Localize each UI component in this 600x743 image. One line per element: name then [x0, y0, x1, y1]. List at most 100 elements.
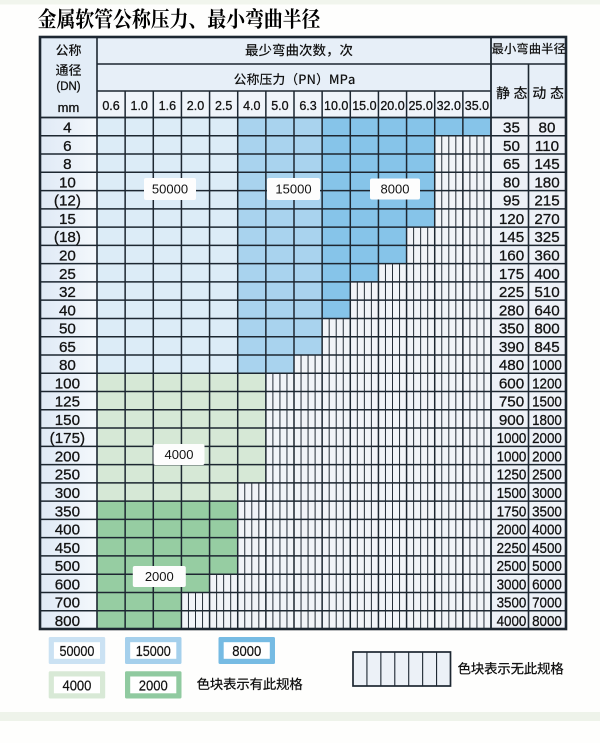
svg-text:400: 400	[55, 522, 80, 539]
svg-text:4: 4	[63, 120, 71, 137]
svg-text:300: 300	[55, 485, 80, 502]
svg-text:2250: 2250	[497, 540, 527, 557]
svg-text:1.6: 1.6	[159, 99, 176, 113]
svg-text:80: 80	[503, 174, 520, 191]
svg-text:750: 750	[499, 394, 524, 411]
svg-text:640: 640	[534, 302, 559, 319]
svg-text:1750: 1750	[497, 503, 527, 520]
svg-text:175: 175	[499, 266, 524, 283]
svg-text:2000: 2000	[139, 677, 168, 694]
svg-text:2000: 2000	[532, 448, 562, 465]
svg-text:1200: 1200	[532, 375, 562, 392]
svg-text:4500: 4500	[532, 540, 562, 557]
svg-text:1000: 1000	[532, 357, 562, 374]
svg-text:80: 80	[59, 357, 76, 374]
svg-text:800: 800	[55, 613, 80, 630]
svg-text:(18): (18)	[54, 229, 81, 246]
svg-text:2.0: 2.0	[187, 99, 204, 113]
svg-text:35.0: 35.0	[465, 99, 489, 113]
svg-text:8000: 8000	[232, 643, 261, 660]
svg-text:390: 390	[499, 339, 524, 356]
svg-text:145: 145	[499, 229, 524, 246]
svg-text:32.0: 32.0	[437, 99, 461, 113]
svg-text:4000: 4000	[62, 677, 91, 694]
svg-text:35: 35	[503, 120, 520, 137]
svg-text:2000: 2000	[145, 569, 174, 584]
svg-text:(DN): (DN)	[56, 81, 80, 93]
svg-text:95: 95	[503, 193, 520, 210]
svg-text:50: 50	[503, 138, 520, 155]
svg-text:200: 200	[55, 448, 80, 465]
svg-text:1800: 1800	[532, 412, 562, 429]
svg-text:125: 125	[55, 394, 80, 411]
svg-text:280: 280	[499, 302, 524, 319]
svg-text:4000: 4000	[165, 447, 194, 462]
svg-text:40: 40	[59, 302, 76, 319]
svg-text:3500: 3500	[532, 503, 562, 520]
svg-text:215: 215	[534, 193, 559, 210]
svg-text:1000: 1000	[497, 448, 527, 465]
svg-text:700: 700	[55, 595, 80, 612]
svg-text:15000: 15000	[275, 182, 311, 197]
svg-text:900: 900	[499, 412, 524, 429]
svg-text:0.6: 0.6	[102, 99, 119, 113]
svg-text:8000: 8000	[532, 613, 562, 630]
svg-text:50000: 50000	[152, 182, 188, 197]
svg-text:400: 400	[534, 266, 559, 283]
svg-text:225: 225	[499, 284, 524, 301]
svg-text:1500: 1500	[497, 485, 527, 502]
svg-text:6.3: 6.3	[299, 99, 316, 113]
svg-text:4000: 4000	[497, 613, 527, 630]
svg-text:5000: 5000	[532, 558, 562, 575]
svg-text:1250: 1250	[497, 467, 527, 484]
svg-text:25: 25	[59, 266, 76, 283]
svg-text:145: 145	[534, 156, 559, 173]
svg-text:50000: 50000	[59, 643, 94, 660]
svg-text:32: 32	[59, 284, 76, 301]
svg-text:15: 15	[59, 211, 76, 228]
svg-text:10.0: 10.0	[324, 99, 348, 113]
svg-text:20.0: 20.0	[380, 99, 404, 113]
svg-text:2500: 2500	[497, 558, 527, 575]
svg-text:1500: 1500	[532, 394, 562, 411]
svg-text:2000: 2000	[497, 522, 527, 539]
svg-text:845: 845	[534, 339, 559, 356]
svg-text:mm: mm	[58, 100, 80, 115]
svg-text:3000: 3000	[497, 576, 527, 593]
svg-text:150: 150	[55, 412, 80, 429]
svg-text:50: 50	[59, 321, 76, 338]
svg-text:(12): (12)	[54, 193, 81, 210]
svg-text:360: 360	[534, 248, 559, 265]
svg-text:65: 65	[503, 156, 520, 173]
svg-text:325: 325	[534, 229, 559, 246]
svg-text:6000: 6000	[532, 576, 562, 593]
svg-text:1.0: 1.0	[131, 99, 148, 113]
svg-text:8: 8	[63, 156, 71, 173]
svg-text:(175): (175)	[50, 430, 85, 447]
svg-text:800: 800	[534, 321, 559, 338]
svg-text:6: 6	[63, 138, 71, 155]
svg-text:15.0: 15.0	[352, 99, 376, 113]
svg-text:20: 20	[59, 248, 76, 265]
svg-text:3500: 3500	[497, 595, 527, 612]
svg-text:8000: 8000	[381, 182, 410, 197]
svg-text:600: 600	[499, 375, 524, 392]
svg-text:2500: 2500	[532, 467, 562, 484]
svg-text:350: 350	[55, 503, 80, 520]
svg-text:3000: 3000	[532, 485, 562, 502]
svg-text:25.0: 25.0	[408, 99, 432, 113]
svg-text:160: 160	[499, 248, 524, 265]
svg-text:270: 270	[534, 211, 559, 228]
svg-text:7000: 7000	[532, 595, 562, 612]
svg-text:4.0: 4.0	[243, 99, 260, 113]
svg-text:15000: 15000	[136, 643, 171, 660]
svg-text:80: 80	[539, 120, 556, 137]
svg-text:120: 120	[499, 211, 524, 228]
svg-text:2000: 2000	[532, 430, 562, 447]
svg-text:2.5: 2.5	[215, 99, 232, 113]
svg-text:100: 100	[55, 375, 80, 392]
svg-text:110: 110	[535, 138, 559, 155]
svg-text:500: 500	[55, 558, 80, 575]
svg-text:4000: 4000	[532, 522, 562, 539]
svg-text:5.0: 5.0	[271, 99, 288, 113]
